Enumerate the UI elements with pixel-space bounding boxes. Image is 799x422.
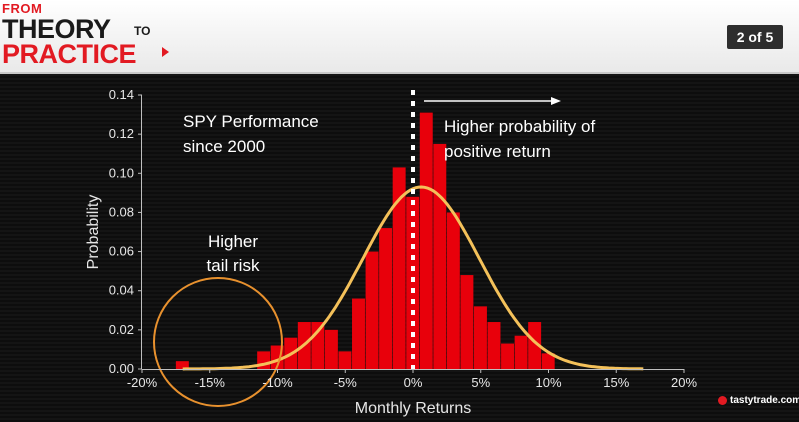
histogram-bar [365, 251, 379, 369]
cherry-logo-icon [718, 396, 727, 405]
x-tick-label: 10% [535, 375, 561, 390]
y-tick-label: 0.06 [109, 244, 134, 259]
brand-theory-text: THEORY [2, 14, 111, 44]
x-tick-label: -15% [195, 375, 226, 390]
histogram-bar [473, 306, 487, 369]
positive-return-annotation-line1: Higher probability of [444, 117, 595, 136]
x-axis-label: Monthly Returns [355, 400, 472, 417]
histogram-bar [392, 167, 406, 369]
y-tick-label: 0.10 [109, 165, 134, 180]
histogram-bar [460, 275, 474, 369]
y-tick-label: 0.04 [109, 283, 134, 298]
histogram-bar [514, 335, 528, 369]
y-tick-label: 0.12 [109, 126, 134, 141]
histogram-bar [528, 322, 542, 369]
y-axis-label: Probability [85, 195, 102, 270]
tail-risk-annotation-line2: tail risk [207, 256, 260, 275]
y-tick-label: 0.14 [109, 87, 134, 102]
tail-risk-annotation-line1: Higher [208, 232, 258, 251]
header-banner: FROM THEORY TO PRACTICE 2 of 5 [0, 0, 799, 74]
x-tick-label: -20% [127, 375, 158, 390]
page-indicator-badge: 2 of 5 [727, 25, 783, 49]
histogram-bar [352, 298, 365, 369]
x-tick-label: 5% [471, 375, 490, 390]
y-tick-label: 0.08 [109, 204, 134, 219]
brand-from-text: FROM [2, 1, 43, 16]
arrowhead-icon [551, 97, 561, 105]
x-tick-label: -5% [334, 375, 358, 390]
y-ticks-group: 0.00 0.02 0.04 0.06 0.08 0.10 0.12 0.14 [109, 87, 142, 376]
histogram-bar [419, 112, 433, 369]
histogram-bar [487, 322, 501, 369]
histogram-bar [175, 361, 189, 369]
x-tick-label: 15% [603, 375, 629, 390]
play-arrow-icon [162, 47, 169, 57]
tastytrade-watermark: tastytrade.com [718, 395, 799, 406]
watermark-text: tastytrade.com [730, 395, 799, 406]
histogram-bar [338, 351, 352, 369]
normal-fit-curve [182, 185, 644, 371]
histogram-bar [379, 228, 393, 369]
y-tick-label: 0.02 [109, 322, 134, 337]
brand-to-text: TO [134, 24, 151, 38]
histogram-bar [406, 196, 420, 369]
brand-practice-text: PRACTICE [2, 39, 137, 69]
spy-annotation-line2: since 2000 [183, 137, 265, 156]
histogram-bar [501, 343, 515, 369]
x-tick-label: 0% [404, 375, 423, 390]
x-ticks-group: -20% -15% -10% -5% 0% 5% 10% 15% 20% [127, 369, 697, 390]
y-tick-label: 0.00 [109, 361, 134, 376]
x-tick-label: -10% [262, 375, 293, 390]
tail-risk-circle [153, 277, 283, 407]
x-tick-label: 20% [671, 375, 697, 390]
histogram-bar [541, 353, 555, 369]
histogram-bar [446, 212, 460, 369]
positive-return-annotation-line2: positive return [444, 142, 551, 161]
spy-annotation-line1: SPY Performance [183, 112, 319, 131]
histogram-bar [324, 329, 338, 369]
histogram-bar [433, 143, 447, 369]
